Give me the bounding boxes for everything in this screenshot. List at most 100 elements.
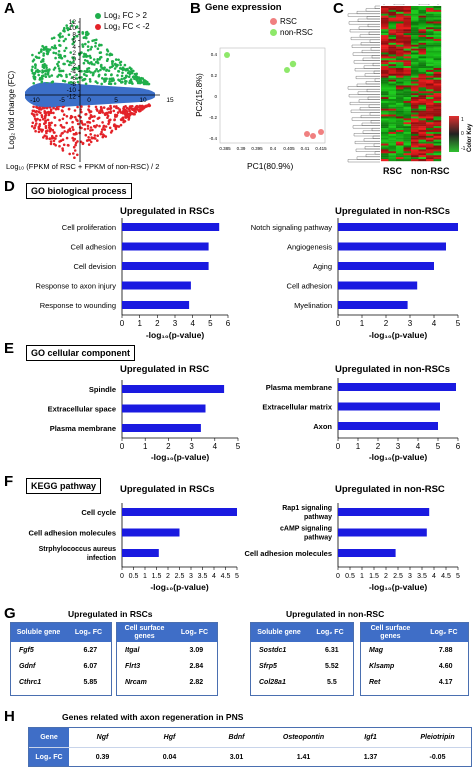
heatmap-cell xyxy=(411,17,419,20)
ma-point-down xyxy=(88,121,92,124)
legend-up-label: Log₂ FC > 2 xyxy=(104,11,147,20)
heatmap-cell xyxy=(418,62,427,65)
heatmap-cell xyxy=(396,46,404,49)
ma-point-down xyxy=(50,121,53,125)
heatmap-cell xyxy=(411,91,419,94)
heatmap-cell xyxy=(396,68,404,71)
heatmap-cell xyxy=(403,52,412,55)
heatmap-cell xyxy=(426,62,434,65)
ma-point-down xyxy=(105,111,108,115)
heatmap-cell xyxy=(403,35,412,38)
heatmap-cell xyxy=(411,108,419,111)
ma-point-down xyxy=(59,124,63,127)
heatmap-cell xyxy=(403,60,412,63)
heatmap-cell xyxy=(418,56,427,59)
heatmap-cell xyxy=(388,42,397,45)
ma-point-down xyxy=(88,116,91,120)
heatmap-cell xyxy=(433,38,442,42)
heatmap-cell xyxy=(433,135,442,138)
heatmap-cell xyxy=(388,62,397,65)
heatmap-cell xyxy=(381,77,389,80)
heatmap-cell xyxy=(381,133,389,137)
ma-point-up xyxy=(66,59,69,63)
heatmap-cell xyxy=(426,33,434,36)
heatmap-dendrogram xyxy=(347,4,439,163)
ma-point-up xyxy=(44,69,48,73)
heatmap-cell xyxy=(403,48,412,51)
heatmap-cell xyxy=(381,135,389,138)
heatmap-cell xyxy=(388,66,397,69)
bar xyxy=(122,508,237,516)
ma-xtick: -10 xyxy=(30,97,40,104)
heatmap-cell xyxy=(433,145,442,148)
heatmap-cell xyxy=(433,75,442,78)
ma-point-down xyxy=(55,134,58,138)
bar-category-label: Plasma membrane xyxy=(50,424,116,433)
ma-point-down xyxy=(76,153,79,157)
ma-point-down xyxy=(122,120,125,124)
heatmap-cell xyxy=(381,58,389,61)
heatmap-cell xyxy=(418,135,427,138)
heatmap-cell xyxy=(411,89,419,92)
ma-point-down xyxy=(80,105,83,108)
ma-point-down xyxy=(52,131,56,134)
heatmap-cell xyxy=(396,17,404,20)
heatmap-cell xyxy=(403,29,412,32)
heatmap-cell xyxy=(381,40,389,44)
heatmap-cell xyxy=(396,108,404,111)
heatmap-cell xyxy=(396,118,404,121)
heatmap-cell xyxy=(426,131,434,135)
heatmap-cell xyxy=(403,89,412,92)
heatmap-cell xyxy=(381,38,389,42)
ma-point-up xyxy=(87,70,91,73)
panel-label-f: F xyxy=(4,473,14,490)
ma-point-up xyxy=(86,49,90,52)
bar-category-label: Response to wounding xyxy=(40,301,116,310)
heatmap-cell xyxy=(433,124,442,127)
gene-name: Fgf5 xyxy=(19,646,34,654)
heatmap-cell xyxy=(403,118,412,121)
heatmap-cell xyxy=(403,91,412,94)
ma-point-down xyxy=(62,143,66,147)
x-tick-label: 4 xyxy=(432,573,436,580)
ma-point-up xyxy=(65,24,68,27)
heatmap-cell xyxy=(388,118,397,121)
pca-legend: RSC non-RSC xyxy=(270,17,313,37)
panel-label-a: A xyxy=(4,0,15,17)
ma-point-down xyxy=(115,113,119,117)
ma-point-down xyxy=(72,128,75,131)
heatmap-cell xyxy=(403,102,412,106)
ma-point-down xyxy=(80,119,83,123)
heatmap-cell xyxy=(426,42,434,45)
heatmap-cell xyxy=(418,9,427,13)
heatmap-cell xyxy=(381,64,389,67)
heatmap-cell xyxy=(388,135,397,138)
ma-point-up xyxy=(86,54,89,58)
heatmap-cell xyxy=(411,143,419,146)
ma-point-down xyxy=(41,107,44,110)
ma-point-up xyxy=(42,54,45,57)
heatmap-cell xyxy=(396,81,404,84)
heatmap-cell xyxy=(418,153,427,156)
ma-point-down xyxy=(35,122,38,125)
heatmap-cell xyxy=(426,15,434,18)
heatmap-cell xyxy=(381,112,389,115)
heatmap-cell xyxy=(426,85,434,88)
heatmap-cell xyxy=(381,122,389,125)
heatmap-cell xyxy=(418,13,427,16)
ma-point-down xyxy=(84,133,88,137)
color-key-tick-0: 0 xyxy=(461,131,464,137)
heatmap-cell xyxy=(426,54,434,57)
ma-point-down xyxy=(63,130,66,133)
ma-point-down xyxy=(79,140,83,144)
heatmap-cell xyxy=(411,79,419,82)
heatmap-cell xyxy=(433,133,442,137)
heatmap-cell xyxy=(426,149,434,152)
heatmap-cell xyxy=(403,112,412,115)
ma-point-down xyxy=(87,108,90,111)
heatmap-cell xyxy=(403,137,412,140)
heatmap-cell xyxy=(418,116,427,119)
gene-fc: 5.85 xyxy=(83,678,98,686)
heatmap-cell xyxy=(388,56,397,59)
heatmap-cell xyxy=(426,93,434,96)
